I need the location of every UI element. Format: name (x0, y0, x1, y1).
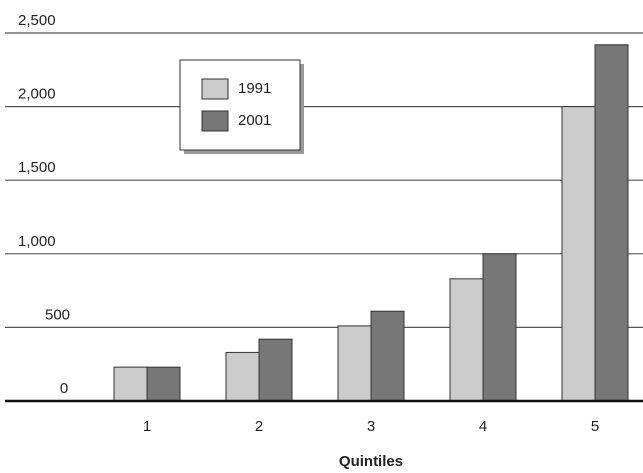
bar (225, 351, 260, 402)
x-tick-label: 1 (143, 418, 151, 435)
bar (370, 310, 405, 402)
x-axis-label: Quintiles (339, 453, 403, 470)
bar (337, 325, 372, 402)
y-tick-label: 1,000 (18, 233, 56, 250)
bar (561, 106, 596, 402)
legend-label: 1991 (238, 80, 271, 97)
y-tick-label: 2,000 (18, 86, 56, 103)
y-tick-label: 500 (45, 306, 70, 323)
y-tick-label: 1,500 (18, 159, 56, 176)
x-tick-label: 3 (367, 418, 375, 435)
x-tick-label: 4 (479, 418, 487, 435)
legend-swatch (201, 78, 229, 100)
bar (258, 338, 293, 402)
legend-swatch (201, 110, 229, 132)
legend-box (179, 59, 301, 151)
legend-label: 2001 (238, 112, 271, 129)
x-tick-label: 2 (255, 418, 263, 435)
bar (146, 366, 181, 402)
bar (482, 253, 517, 402)
bar (594, 44, 629, 402)
y-tick-label: 0 (60, 380, 68, 397)
y-tick-label: 2,500 (18, 12, 56, 29)
bar (113, 366, 148, 402)
bar (449, 278, 484, 402)
x-tick-label: 5 (591, 418, 599, 435)
